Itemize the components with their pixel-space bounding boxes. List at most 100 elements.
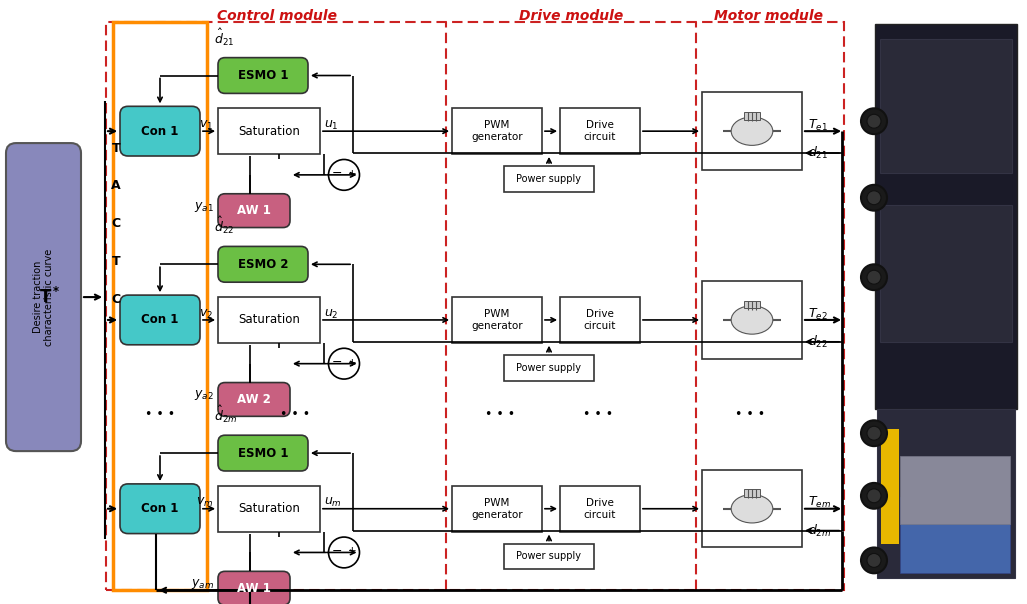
Text: C: C — [112, 292, 120, 306]
Circle shape — [867, 191, 881, 205]
Text: $u_{2}$: $u_{2}$ — [324, 307, 339, 321]
Ellipse shape — [731, 306, 772, 334]
Text: $y_{am}$: $y_{am}$ — [191, 577, 214, 591]
Text: Drive module: Drive module — [519, 9, 623, 23]
Ellipse shape — [731, 495, 772, 523]
Circle shape — [867, 489, 881, 503]
FancyBboxPatch shape — [120, 106, 200, 156]
Bar — [560, 486, 640, 532]
Bar — [218, 297, 320, 343]
Bar — [745, 301, 760, 308]
Text: Con 1: Con 1 — [142, 503, 179, 515]
Text: AW 1: AW 1 — [237, 204, 271, 217]
Text: PWM
generator: PWM generator — [471, 309, 523, 331]
Text: PWM
generator: PWM generator — [471, 498, 523, 519]
Text: +: + — [348, 547, 356, 556]
FancyBboxPatch shape — [218, 571, 290, 604]
Text: PWM
generator: PWM generator — [471, 120, 523, 142]
Text: −: − — [332, 545, 342, 558]
Bar — [880, 39, 1012, 173]
Text: Saturation: Saturation — [238, 124, 300, 138]
Text: Power supply: Power supply — [517, 174, 581, 184]
Text: Motor module: Motor module — [715, 9, 824, 23]
Text: $T_{e2}$: $T_{e2}$ — [808, 306, 828, 321]
FancyBboxPatch shape — [120, 295, 200, 345]
FancyBboxPatch shape — [120, 484, 200, 533]
Text: $\mathbf{T^*}$: $\mathbf{T^*}$ — [39, 287, 61, 307]
Text: Drive
circuit: Drive circuit — [583, 120, 616, 142]
Bar — [900, 497, 1010, 573]
Text: $\hat{d}_{2m}$: $\hat{d}_{2m}$ — [214, 404, 237, 425]
Text: Drive
circuit: Drive circuit — [583, 498, 616, 519]
Text: Power supply: Power supply — [517, 362, 581, 373]
Bar — [881, 429, 899, 544]
Circle shape — [861, 265, 887, 290]
Bar — [702, 470, 802, 547]
Text: • • •: • • • — [280, 408, 310, 421]
Bar — [504, 166, 594, 191]
Circle shape — [861, 483, 887, 509]
Text: A: A — [111, 179, 121, 192]
Text: T: T — [112, 255, 120, 268]
Circle shape — [861, 420, 887, 446]
Text: $y_{a2}$: $y_{a2}$ — [194, 388, 214, 402]
Circle shape — [329, 159, 359, 190]
Bar — [452, 297, 542, 343]
Text: • • •: • • • — [583, 408, 613, 421]
Text: Saturation: Saturation — [238, 503, 300, 515]
Text: ESMO 1: ESMO 1 — [237, 69, 289, 82]
Text: +: + — [348, 169, 356, 179]
Bar — [113, 22, 207, 590]
Text: $u_{m}$: $u_{m}$ — [324, 496, 342, 509]
Text: $T_{em}$: $T_{em}$ — [808, 495, 831, 510]
Bar — [745, 489, 760, 497]
Text: ESMO 1: ESMO 1 — [237, 446, 289, 460]
Circle shape — [329, 537, 359, 568]
Circle shape — [867, 270, 881, 284]
Bar — [877, 410, 1015, 578]
Text: $y_{a1}$: $y_{a1}$ — [194, 200, 214, 214]
FancyBboxPatch shape — [218, 382, 290, 416]
Bar — [702, 281, 802, 359]
FancyBboxPatch shape — [6, 143, 81, 451]
Bar — [560, 108, 640, 154]
Text: • • •: • • • — [145, 408, 175, 421]
Bar — [702, 92, 802, 170]
Bar — [106, 22, 844, 590]
Text: $\hat{d}_{21}$: $\hat{d}_{21}$ — [214, 27, 234, 48]
FancyBboxPatch shape — [218, 194, 290, 228]
Text: Con 1: Con 1 — [142, 124, 179, 138]
Text: AW 2: AW 2 — [237, 393, 271, 406]
Text: $T_{e1}$: $T_{e1}$ — [808, 118, 828, 133]
Text: C: C — [112, 217, 120, 230]
FancyBboxPatch shape — [218, 57, 308, 94]
Text: Control module: Control module — [217, 9, 337, 23]
Bar — [452, 108, 542, 154]
Text: AW 1: AW 1 — [237, 582, 271, 595]
Circle shape — [867, 426, 881, 440]
Bar — [218, 108, 320, 154]
Text: $u_{1}$: $u_{1}$ — [324, 118, 339, 132]
Bar — [452, 486, 542, 532]
Text: −: − — [332, 167, 342, 181]
Text: $\hat{d}_{22}$: $\hat{d}_{22}$ — [214, 215, 234, 237]
Text: Power supply: Power supply — [517, 551, 581, 562]
Text: Con 1: Con 1 — [142, 313, 179, 326]
Text: Drive
circuit: Drive circuit — [583, 309, 616, 331]
Bar — [218, 486, 320, 532]
Text: $v_{2}$: $v_{2}$ — [199, 307, 213, 321]
Text: • • •: • • • — [735, 408, 765, 421]
Text: $d_{2m}$: $d_{2m}$ — [808, 522, 831, 539]
Text: +: + — [348, 358, 356, 368]
Text: ESMO 2: ESMO 2 — [237, 258, 289, 271]
Circle shape — [861, 547, 887, 573]
Text: Saturation: Saturation — [238, 313, 300, 326]
Bar — [504, 355, 594, 381]
Bar — [900, 456, 1010, 524]
Text: $d_{22}$: $d_{22}$ — [808, 334, 828, 350]
Text: $d_{21}$: $d_{21}$ — [808, 145, 828, 161]
Bar — [880, 205, 1012, 342]
Text: $v_{m}$: $v_{m}$ — [196, 496, 213, 509]
Text: −: − — [332, 356, 342, 369]
Circle shape — [867, 114, 881, 128]
